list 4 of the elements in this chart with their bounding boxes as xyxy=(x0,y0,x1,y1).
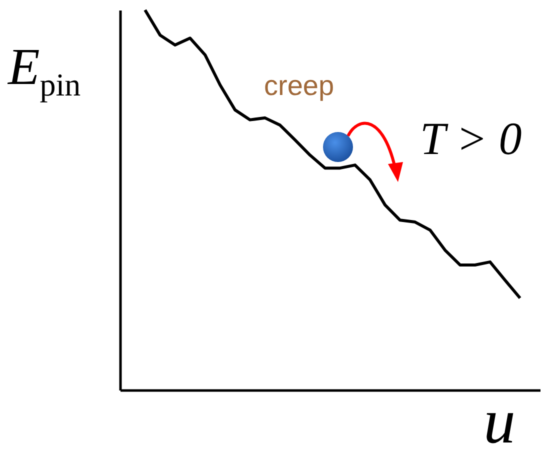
x-axis-title: u xyxy=(484,386,516,453)
y-axis-title: E$_{pin}$ xyxy=(8,38,81,104)
annotation: T > 0 xyxy=(420,112,522,165)
annotation: creep xyxy=(264,70,334,102)
